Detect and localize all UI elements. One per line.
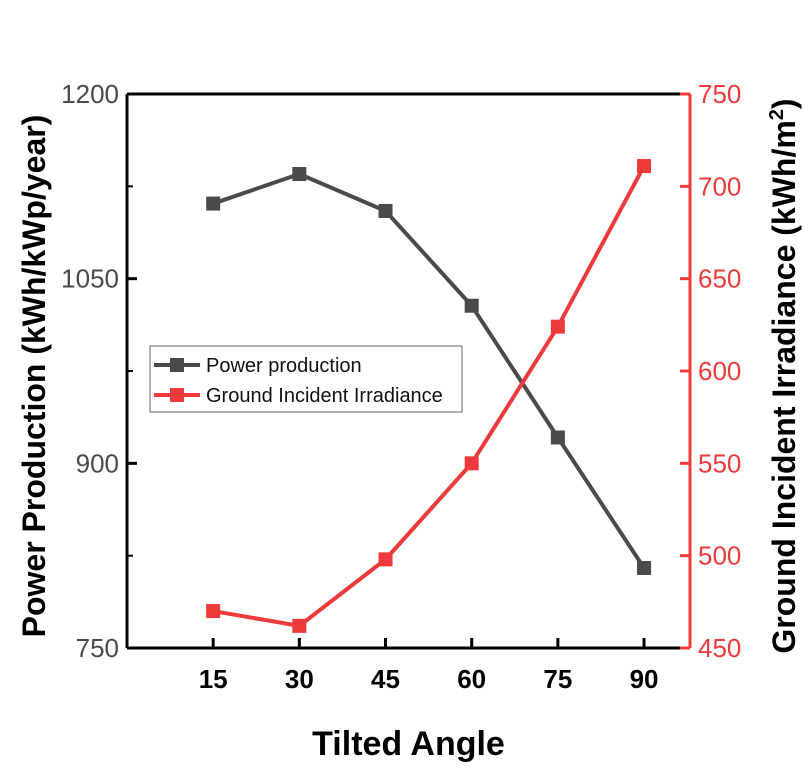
ground-incident-irradiance-line: [212, 165, 646, 628]
series-layer: [206, 159, 652, 633]
legend: Power production Ground Incident Irradian…: [149, 345, 463, 413]
right-y-axis-title-close: ): [766, 98, 802, 109]
x-axis-title: Tilted Angle: [312, 725, 505, 763]
legend-box: [149, 345, 463, 413]
power-production-line: [212, 171, 646, 570]
ground-incident-irradiance-point: [206, 604, 221, 619]
left-y-tick-label: 1050: [61, 264, 119, 294]
left-y-axis-title: Power Production (kWh/kWp/year): [16, 115, 52, 638]
axis-ticks: 15 30 45 60 75 90 750 900 1050 1200 450 500 550 600 65…: [61, 79, 741, 694]
right-y-tick-label: 550: [698, 448, 741, 478]
legend-power-production-marker: [170, 358, 184, 372]
right-y-tick-label: 500: [698, 541, 741, 571]
x-tick-label: 90: [630, 664, 659, 694]
left-y-tick-label: 900: [76, 448, 119, 478]
x-tick-label: 30: [285, 664, 314, 694]
right-y-tick-label: 650: [698, 264, 741, 294]
x-tick-label: 75: [543, 664, 572, 694]
power-production-point: [206, 196, 221, 211]
legend-ground-incident-irradiance-marker: [170, 388, 184, 402]
ground-incident-irradiance-point: [637, 159, 652, 174]
x-tick-label: 45: [371, 664, 400, 694]
x-tick-label: 60: [457, 664, 486, 694]
power-production-point: [378, 203, 393, 218]
right-y-axis-title-main: Ground Incident Irradiance (kWh/m: [766, 120, 802, 653]
power-production-point: [464, 298, 479, 313]
power-production-point: [292, 167, 307, 182]
right-y-tick-label: 450: [698, 633, 741, 663]
legend-items: Power production Ground Incident Irradian…: [154, 355, 443, 407]
right-y-axis-title-superscript: 2: [766, 109, 788, 120]
right-y-tick-label: 750: [698, 79, 741, 109]
power-production-point: [637, 560, 652, 575]
ground-incident-irradiance-point: [550, 319, 565, 334]
ground-incident-irradiance-point: [378, 552, 393, 567]
right-y-tick-label: 600: [698, 356, 741, 386]
right-y-tick-label: 700: [698, 171, 741, 201]
left-y-tick-label: 750: [76, 633, 119, 663]
x-tick-label: 15: [199, 664, 228, 694]
power-production-point: [550, 430, 565, 445]
legend-ground-incident-irradiance-label: Ground Incident Irradiance: [206, 385, 443, 407]
left-y-tick-label: 1200: [61, 79, 119, 109]
ground-incident-irradiance-point: [464, 456, 479, 471]
ground-incident-irradiance-point: [292, 618, 307, 633]
right-y-axis-title: Ground Incident Irradiance (kWh/m2): [766, 98, 802, 653]
legend-power-production-label: Power production: [206, 355, 362, 377]
